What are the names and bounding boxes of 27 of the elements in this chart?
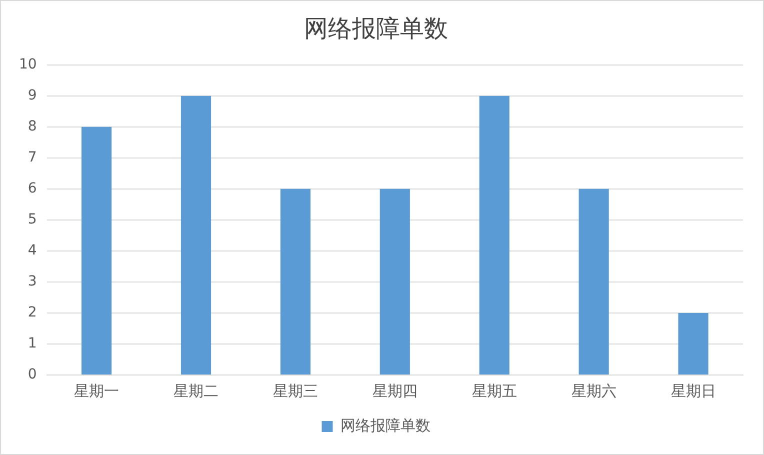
- y-tick-label: 8: [28, 118, 37, 134]
- y-tick-label: 5: [28, 212, 37, 228]
- y-tick-label: 3: [28, 274, 37, 290]
- x-tick-label: 星期二: [173, 382, 218, 400]
- x-tick-label: 星期六: [571, 382, 616, 400]
- x-tick-label: 星期一: [74, 382, 120, 400]
- bar: [280, 188, 310, 374]
- y-tick-label: 9: [28, 87, 37, 104]
- x-tick-label: 星期五: [472, 382, 517, 400]
- x-tick-label: 星期三: [272, 382, 318, 400]
- bar: [479, 96, 510, 374]
- y-tick-label: 10: [18, 56, 37, 72]
- y-tick-label: 0: [28, 366, 37, 383]
- bar: [578, 188, 609, 374]
- bar: [180, 96, 212, 374]
- bar: [82, 126, 112, 374]
- y-tick-label: 2: [28, 304, 37, 321]
- y-tick-label: 7: [28, 150, 37, 166]
- y-tick-label: 4: [28, 242, 37, 259]
- x-tick-label: 星期日: [670, 382, 716, 400]
- legend-label: 网络报障单数: [340, 416, 430, 434]
- y-tick-label: 6: [28, 180, 37, 197]
- x-tick-label: 星期四: [372, 382, 418, 400]
- chart-title: 网络报障单数: [304, 14, 448, 43]
- bar: [380, 188, 410, 374]
- y-tick-label: 1: [28, 336, 37, 352]
- bar: [678, 312, 708, 374]
